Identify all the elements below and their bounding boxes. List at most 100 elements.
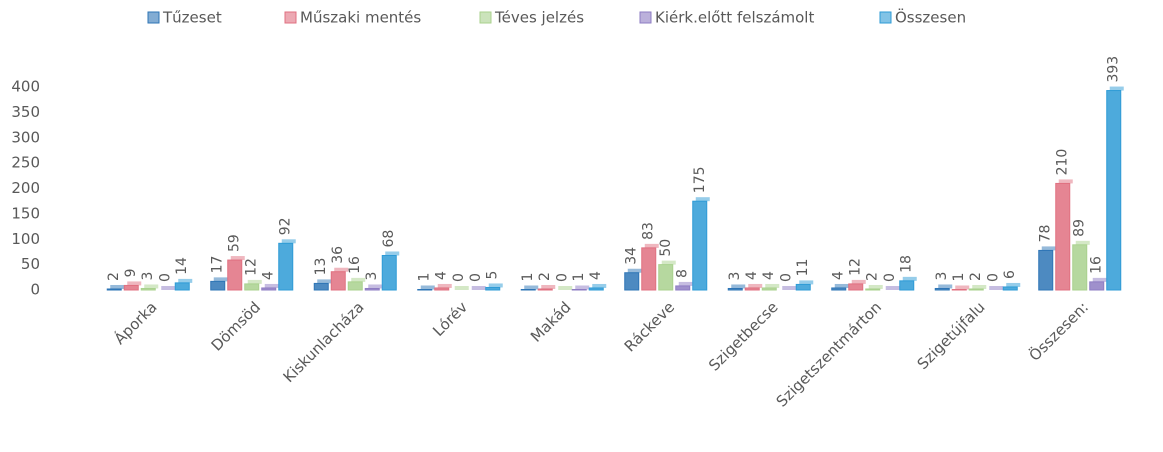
bar [278,242,294,291]
value-label: 1 [520,273,536,282]
bar [485,286,501,291]
bar-top [782,286,797,290]
y-tick-label: 250 [11,154,40,172]
value-label: 4 [434,271,450,280]
y-tick-label: 200 [11,179,40,197]
legend-label: Műszaki mentés [300,9,421,27]
bar [1106,90,1122,291]
value-label: 59 [227,234,243,252]
legend-swatch [639,11,652,24]
bar-top [178,278,193,283]
value-label: 36 [330,246,346,264]
bar [727,287,743,291]
value-label: 2 [865,272,881,281]
bar-top [558,286,573,290]
value-label: 1 [417,273,433,282]
bar [347,281,363,291]
value-label: 92 [278,217,294,235]
bar [588,287,604,291]
x-tick-label: Ráckeve [621,298,678,355]
x-tick-label: Szigetújfalu [914,298,989,373]
x-tick-label: Makád [527,298,575,346]
bar-top [230,256,245,261]
bar [968,288,984,291]
value-label: 6 [1002,270,1018,279]
y-tick-label: 50 [21,255,40,273]
bar [692,200,708,291]
bar [140,287,156,291]
bar-top [1109,86,1124,91]
value-label: 50 [658,239,674,257]
value-label: 0 [882,273,898,282]
bar [951,288,967,291]
legend-swatch [147,11,160,24]
bar [417,288,433,291]
value-label: 14 [174,257,190,275]
bar-top [334,267,349,272]
bar-top [989,286,1004,290]
value-label: 16 [347,256,363,274]
bar [434,287,450,291]
legend-swatch [879,11,892,24]
y-tick-label: 0 [30,281,40,299]
x-tick-label: Szigetszentmárton [773,298,885,410]
value-label: 12 [848,258,864,276]
value-label: 34 [624,247,640,265]
x-tick-label: Áporka [110,297,161,348]
value-label: 13 [313,258,329,276]
bar-top [454,286,469,290]
value-label: 8 [675,269,691,278]
x-tick-label: Kiskunlacháza [280,298,368,386]
bar [123,284,139,291]
value-label: 3 [727,272,743,281]
value-label: 1 [571,273,587,282]
value-label: 393 [1106,56,1122,83]
bar-top [627,268,642,273]
bar-top [799,280,814,285]
value-label: 1 [951,273,967,282]
bar [244,283,260,291]
bar-top [575,285,590,290]
legend-label: Összesen [895,8,966,27]
bar-top [420,285,435,290]
bar-top [144,284,159,289]
bar [658,264,674,291]
bar [1038,249,1054,291]
value-label: 78 [1038,225,1054,243]
legend-swatch [479,11,492,24]
value-label: 3 [934,272,950,281]
value-label: 16 [1089,256,1105,274]
bar-top [161,286,176,290]
value-label: 210 [1055,149,1071,176]
y-tick-label: 150 [11,204,40,222]
value-label: 4 [761,271,777,280]
bar-top [955,285,970,290]
bar-top [868,284,883,289]
y-tick-label: 300 [11,128,40,146]
bar-top [247,279,262,284]
value-label: 9 [123,269,139,278]
value-label: 83 [641,222,657,240]
bar-top [1006,282,1021,287]
bar [675,285,691,291]
value-label: 11 [795,259,811,277]
bar [571,288,587,291]
y-tick-label: 100 [11,230,40,248]
x-tick-label: Szigetbecse [705,298,782,375]
value-label: 68 [381,230,397,248]
bar-top [385,251,400,256]
bar-top [127,281,142,286]
bar [174,282,190,291]
bar-top [731,284,746,289]
legend-swatch [284,11,297,24]
value-label: 18 [899,255,915,273]
bar [1002,286,1018,291]
bar [1055,182,1071,291]
bar-top [317,279,332,284]
value-label: 12 [244,258,260,276]
bar [313,282,329,291]
legend-label: Tűzeset [162,9,222,27]
bar [865,288,881,291]
bar [520,288,536,291]
bar-top [524,285,539,290]
